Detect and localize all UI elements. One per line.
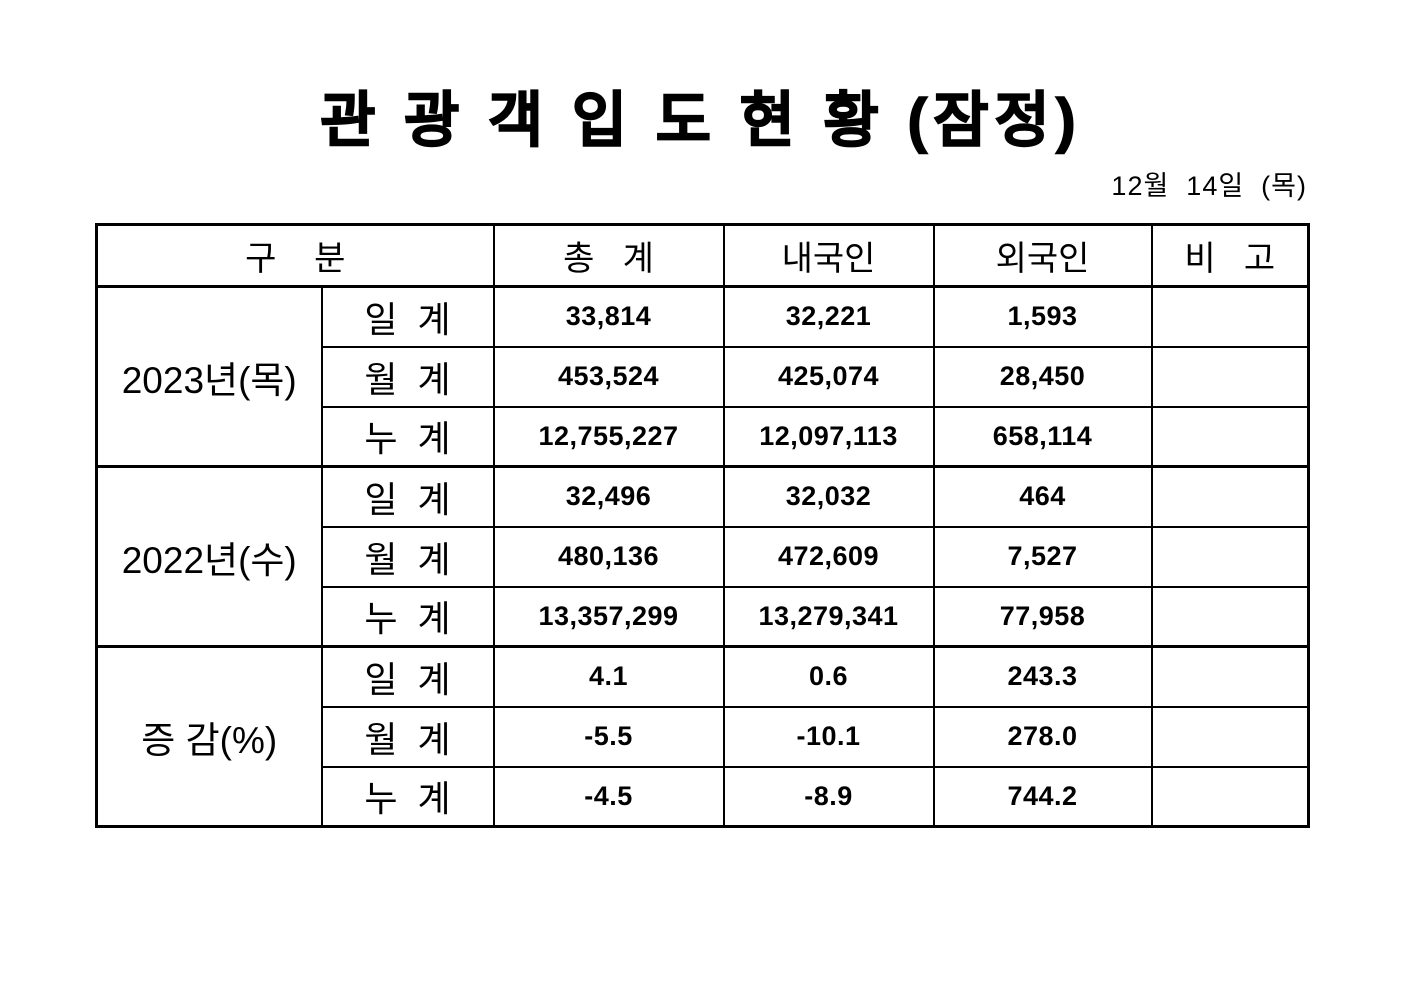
group-label-2023: 2023년(목) xyxy=(95,285,323,468)
foreign-cell: 658,114 xyxy=(932,405,1153,468)
total-cell: 32,496 xyxy=(492,465,725,528)
report-date: 12월 14일 (목) xyxy=(1111,171,1307,201)
table-row-2022-cumulative: 누 계 13,357,299 13,279,341 77,958 xyxy=(97,585,1310,648)
total-cell: 453,524 xyxy=(492,345,725,408)
foreign-cell: 77,958 xyxy=(932,585,1153,648)
domestic-cell: -10.1 xyxy=(722,705,935,768)
period-cell: 월 계 xyxy=(320,345,495,408)
total-cell: 480,136 xyxy=(492,525,725,588)
period-cell: 누 계 xyxy=(320,765,495,828)
total-cell: 33,814 xyxy=(492,285,725,348)
remarks-cell xyxy=(1150,585,1310,648)
group-label-change: 증 감(%) xyxy=(95,645,323,828)
period-cell: 누 계 xyxy=(320,585,495,648)
domestic-cell: -8.9 xyxy=(722,765,935,828)
header-foreign: 외국인 xyxy=(932,223,1153,288)
foreign-cell: 464 xyxy=(932,465,1153,528)
table-row-2022-daily: 2022년(수) 일 계 32,496 32,032 464 xyxy=(95,465,1310,648)
total-cell: -4.5 xyxy=(492,765,725,828)
header-category: 구 분 xyxy=(95,223,495,288)
total-cell: -5.5 xyxy=(492,705,725,768)
header-total: 총 계 xyxy=(492,223,725,288)
foreign-cell: 7,527 xyxy=(932,525,1153,588)
group-label-2022: 2022년(수) xyxy=(95,465,323,648)
remarks-cell xyxy=(1150,705,1310,768)
tourist-arrivals-table: 구 분 총 계 내국인 외국인 비 고 2023년(목) 일 계 33,814 … xyxy=(95,223,1311,828)
header-domestic: 내국인 xyxy=(722,223,935,288)
total-cell: 13,357,299 xyxy=(492,585,725,648)
domestic-cell: 12,097,113 xyxy=(722,405,935,468)
period-cell: 누 계 xyxy=(320,405,495,468)
remarks-cell xyxy=(1150,525,1310,588)
remarks-cell xyxy=(1150,405,1310,468)
foreign-cell: 744.2 xyxy=(932,765,1153,828)
foreign-cell: 243.3 xyxy=(932,645,1153,708)
remarks-cell xyxy=(1150,285,1310,348)
remarks-cell xyxy=(1150,465,1310,528)
remarks-cell xyxy=(1150,645,1310,708)
period-cell: 일 계 xyxy=(320,465,495,528)
domestic-cell: 0.6 xyxy=(722,645,935,708)
table-row-change-daily: 증 감(%) 일 계 4.1 0.6 243.3 xyxy=(95,645,1310,828)
table-header-row: 구 분 총 계 내국인 외국인 비 고 xyxy=(95,223,1310,288)
domestic-cell: 32,221 xyxy=(722,285,935,348)
table-row-2023-daily: 2023년(목) 일 계 33,814 32,221 1,593 xyxy=(95,285,1310,468)
table-row-2023-monthly: 월 계 453,524 425,074 28,450 xyxy=(97,345,1310,408)
period-cell: 월 계 xyxy=(320,525,495,588)
table-row-2023-cumulative: 누 계 12,755,227 12,097,113 658,114 xyxy=(97,405,1310,468)
total-cell: 4.1 xyxy=(492,645,725,708)
domestic-cell: 32,032 xyxy=(722,465,935,528)
foreign-cell: 28,450 xyxy=(932,345,1153,408)
domestic-cell: 425,074 xyxy=(722,345,935,408)
remarks-cell xyxy=(1150,765,1310,828)
foreign-cell: 1,593 xyxy=(932,285,1153,348)
foreign-cell: 278.0 xyxy=(932,705,1153,768)
page-title: 관 광 객 입 도 현 황 (잠정) xyxy=(320,87,1082,155)
period-cell: 월 계 xyxy=(320,705,495,768)
total-cell: 12,755,227 xyxy=(492,405,725,468)
remarks-cell xyxy=(1150,345,1310,408)
period-cell: 일 계 xyxy=(320,645,495,708)
domestic-cell: 472,609 xyxy=(722,525,935,588)
domestic-cell: 13,279,341 xyxy=(722,585,935,648)
table-row-2022-monthly: 월 계 480,136 472,609 7,527 xyxy=(97,525,1310,588)
table-row-change-monthly: 월 계 -5.5 -10.1 278.0 xyxy=(97,705,1310,768)
header-remarks: 비 고 xyxy=(1150,223,1310,288)
table-row-change-cumulative: 누 계 -4.5 -8.9 744.2 xyxy=(97,765,1310,828)
period-cell: 일 계 xyxy=(320,285,495,348)
